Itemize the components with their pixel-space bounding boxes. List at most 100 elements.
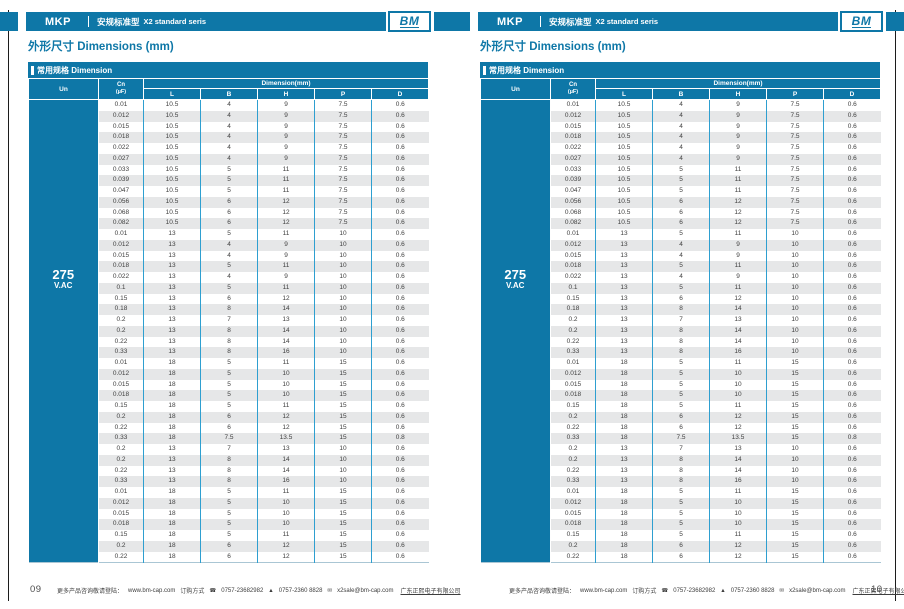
dimension-cell: 10.5 <box>595 207 653 219</box>
dimension-cell: 6 <box>652 422 710 434</box>
capacitance-cell: 0.012 <box>550 239 596 251</box>
dimension-cell: 15 <box>314 411 372 423</box>
capacitance-cell: 0.2 <box>98 540 144 552</box>
dimension-cell: 15 <box>766 390 824 401</box>
table-row: 0.022 13 4 9 10 0.6 <box>29 272 429 283</box>
dimension-cell: 0.6 <box>847 423 857 431</box>
dimension-cell: 11 <box>709 229 767 240</box>
dimension-cell: 7.5 <box>766 132 824 143</box>
dimension-cell: 14 <box>709 465 767 477</box>
dimension-cell: 7.5 <box>314 186 372 197</box>
dimension-cell: 0.6 <box>371 132 429 143</box>
dimension-cell: 0.6 <box>823 325 881 337</box>
capacitance-cell: 0.1 <box>98 282 144 294</box>
dimension-cell: 15 <box>766 497 824 509</box>
table-row: 0.33 13 8 16 10 0.6 <box>29 476 429 487</box>
dimension-cell: 13 <box>143 444 201 455</box>
dimension-cell: 0.6 <box>823 282 881 294</box>
table-row: 0.2 13 7 13 10 0.6 <box>481 315 881 326</box>
dimension-cell: 13 <box>595 315 653 326</box>
dimension-cell: 15 <box>766 433 824 444</box>
website-link[interactable]: www.bm-cap.com <box>580 587 628 594</box>
dimension-cell: 10 <box>709 379 767 391</box>
dimension-cell: 0.6 <box>395 251 405 259</box>
header-divider <box>539 16 541 27</box>
table-row: 0.22 13 8 14 10 0.6 <box>29 465 429 477</box>
capacitance-cell: 0.01 <box>98 487 144 498</box>
dimension-cell: 0.6 <box>847 316 857 324</box>
series-name-en: X2 standard seris <box>143 17 206 26</box>
dimension-cell: 15 <box>766 551 824 563</box>
dimension-cell: 12 <box>709 293 767 305</box>
dimension-cell: 6 <box>200 293 258 305</box>
table-row: 0.15 13 6 12 10 0.6 <box>29 293 429 305</box>
capacitance-cell: 0.2 <box>98 325 144 337</box>
table-row: 0.22 13 8 14 10 0.6 <box>29 336 429 348</box>
dimension-cell: 10.5 <box>143 132 201 143</box>
dimension-cell: 0.6 <box>847 122 857 130</box>
dimension-cell: 0.6 <box>847 380 857 388</box>
dimension-cell: 4 <box>652 99 710 111</box>
dimension-cell: 12 <box>709 411 767 423</box>
dimension-cell: 0.6 <box>371 196 429 208</box>
table-title: 常用规格 Dimension <box>37 65 113 75</box>
capacitance-cell: 0.018 <box>550 261 596 272</box>
dimension-cell: 13 <box>143 261 201 272</box>
dimension-cell: 9 <box>257 132 315 143</box>
dimension-cell: 4 <box>200 143 258 154</box>
capacitance-cell: 0.2 <box>550 315 596 326</box>
dimension-cell: 12 <box>709 422 767 434</box>
cn-symbol: Cn <box>569 82 577 89</box>
website-link[interactable]: www.bm-cap.com <box>128 587 176 594</box>
dimension-cell: 10 <box>766 250 824 262</box>
capacitance-cell: 0.022 <box>98 143 144 154</box>
header-edge-tab-left <box>452 12 470 31</box>
dimension-cell: 6 <box>200 218 258 229</box>
email-link[interactable]: x2sale@bm-cap.com <box>337 587 394 594</box>
capacitance-cell: 0.15 <box>550 530 596 541</box>
dimension-cell: 5 <box>652 261 710 272</box>
dimension-cell: 7.5 <box>314 110 372 122</box>
capacitance-cell: 0.01 <box>98 358 144 369</box>
dimension-cell: 15 <box>766 379 824 391</box>
dimension-cell: 0.6 <box>847 552 857 560</box>
dimension-cell: 9 <box>257 121 315 133</box>
dimension-cell: 5 <box>652 487 710 498</box>
dimension-cell: 9 <box>257 143 315 154</box>
dimension-cell: 0.6 <box>847 144 857 152</box>
table-row: 0.15 18 5 11 15 0.6 <box>29 401 429 412</box>
table-row: 0.2 13 8 14 10 0.6 <box>29 454 429 466</box>
dimension-cell: 7.5 <box>766 218 824 229</box>
dimension-cell: 0.6 <box>371 218 429 229</box>
table-row: 0.22 18 6 12 15 0.6 <box>481 551 881 563</box>
dimension-cell: 18 <box>595 519 653 530</box>
column-header-dimension: Dimension(mm) <box>142 78 430 89</box>
dimension-cell: 18 <box>595 487 653 498</box>
table-row: 0.33 18 7.5 13.5 15 0.8 <box>29 433 429 444</box>
voltage-unit: V.AC <box>54 281 73 290</box>
capacitance-cell: 0.012 <box>98 239 144 251</box>
dimension-cell: 14 <box>257 465 315 477</box>
capacitance-cell: 0.012 <box>550 368 596 380</box>
dimension-cell: 10.5 <box>595 186 653 197</box>
footer-company: 广东正熙电子有限公司 <box>852 589 904 595</box>
dimension-cell: 8 <box>652 336 710 348</box>
dimension-cell: 10 <box>314 282 372 294</box>
dimension-cell: 10 <box>766 476 824 487</box>
dimensions-table: 常用规格 Dimension Un Cn (µF) Dimension(mm) … <box>480 62 882 564</box>
dimension-cell: 14 <box>709 454 767 466</box>
email-link[interactable]: x2sale@bm-cap.com <box>789 587 846 594</box>
dimension-cell: 0.6 <box>823 519 881 530</box>
dimension-cell: 10 <box>766 293 824 305</box>
capacitance-cell: 0.18 <box>98 304 144 315</box>
table-row: 0.015 10.5 4 9 7.5 0.6 <box>481 121 881 133</box>
capacitance-cell: 0.18 <box>550 304 596 315</box>
dimension-cell: 13 <box>595 293 653 305</box>
capacitance-cell: 0.22 <box>98 465 144 477</box>
capacitance-cell: 0.22 <box>550 465 596 477</box>
table-row: 0.018 18 5 10 15 0.6 <box>29 390 429 401</box>
dimension-cell: 12 <box>709 207 767 219</box>
dimension-cell: 9 <box>709 99 767 111</box>
dimension-cell: 5 <box>652 175 710 186</box>
dimension-cell: 11 <box>709 282 767 294</box>
